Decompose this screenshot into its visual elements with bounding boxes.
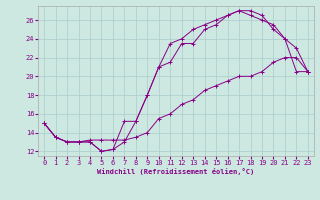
X-axis label: Windchill (Refroidissement éolien,°C): Windchill (Refroidissement éolien,°C) <box>97 168 255 175</box>
